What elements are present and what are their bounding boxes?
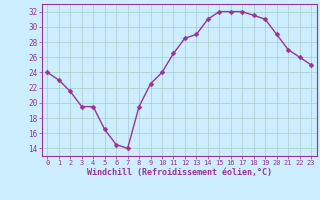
X-axis label: Windchill (Refroidissement éolien,°C): Windchill (Refroidissement éolien,°C) bbox=[87, 168, 272, 177]
